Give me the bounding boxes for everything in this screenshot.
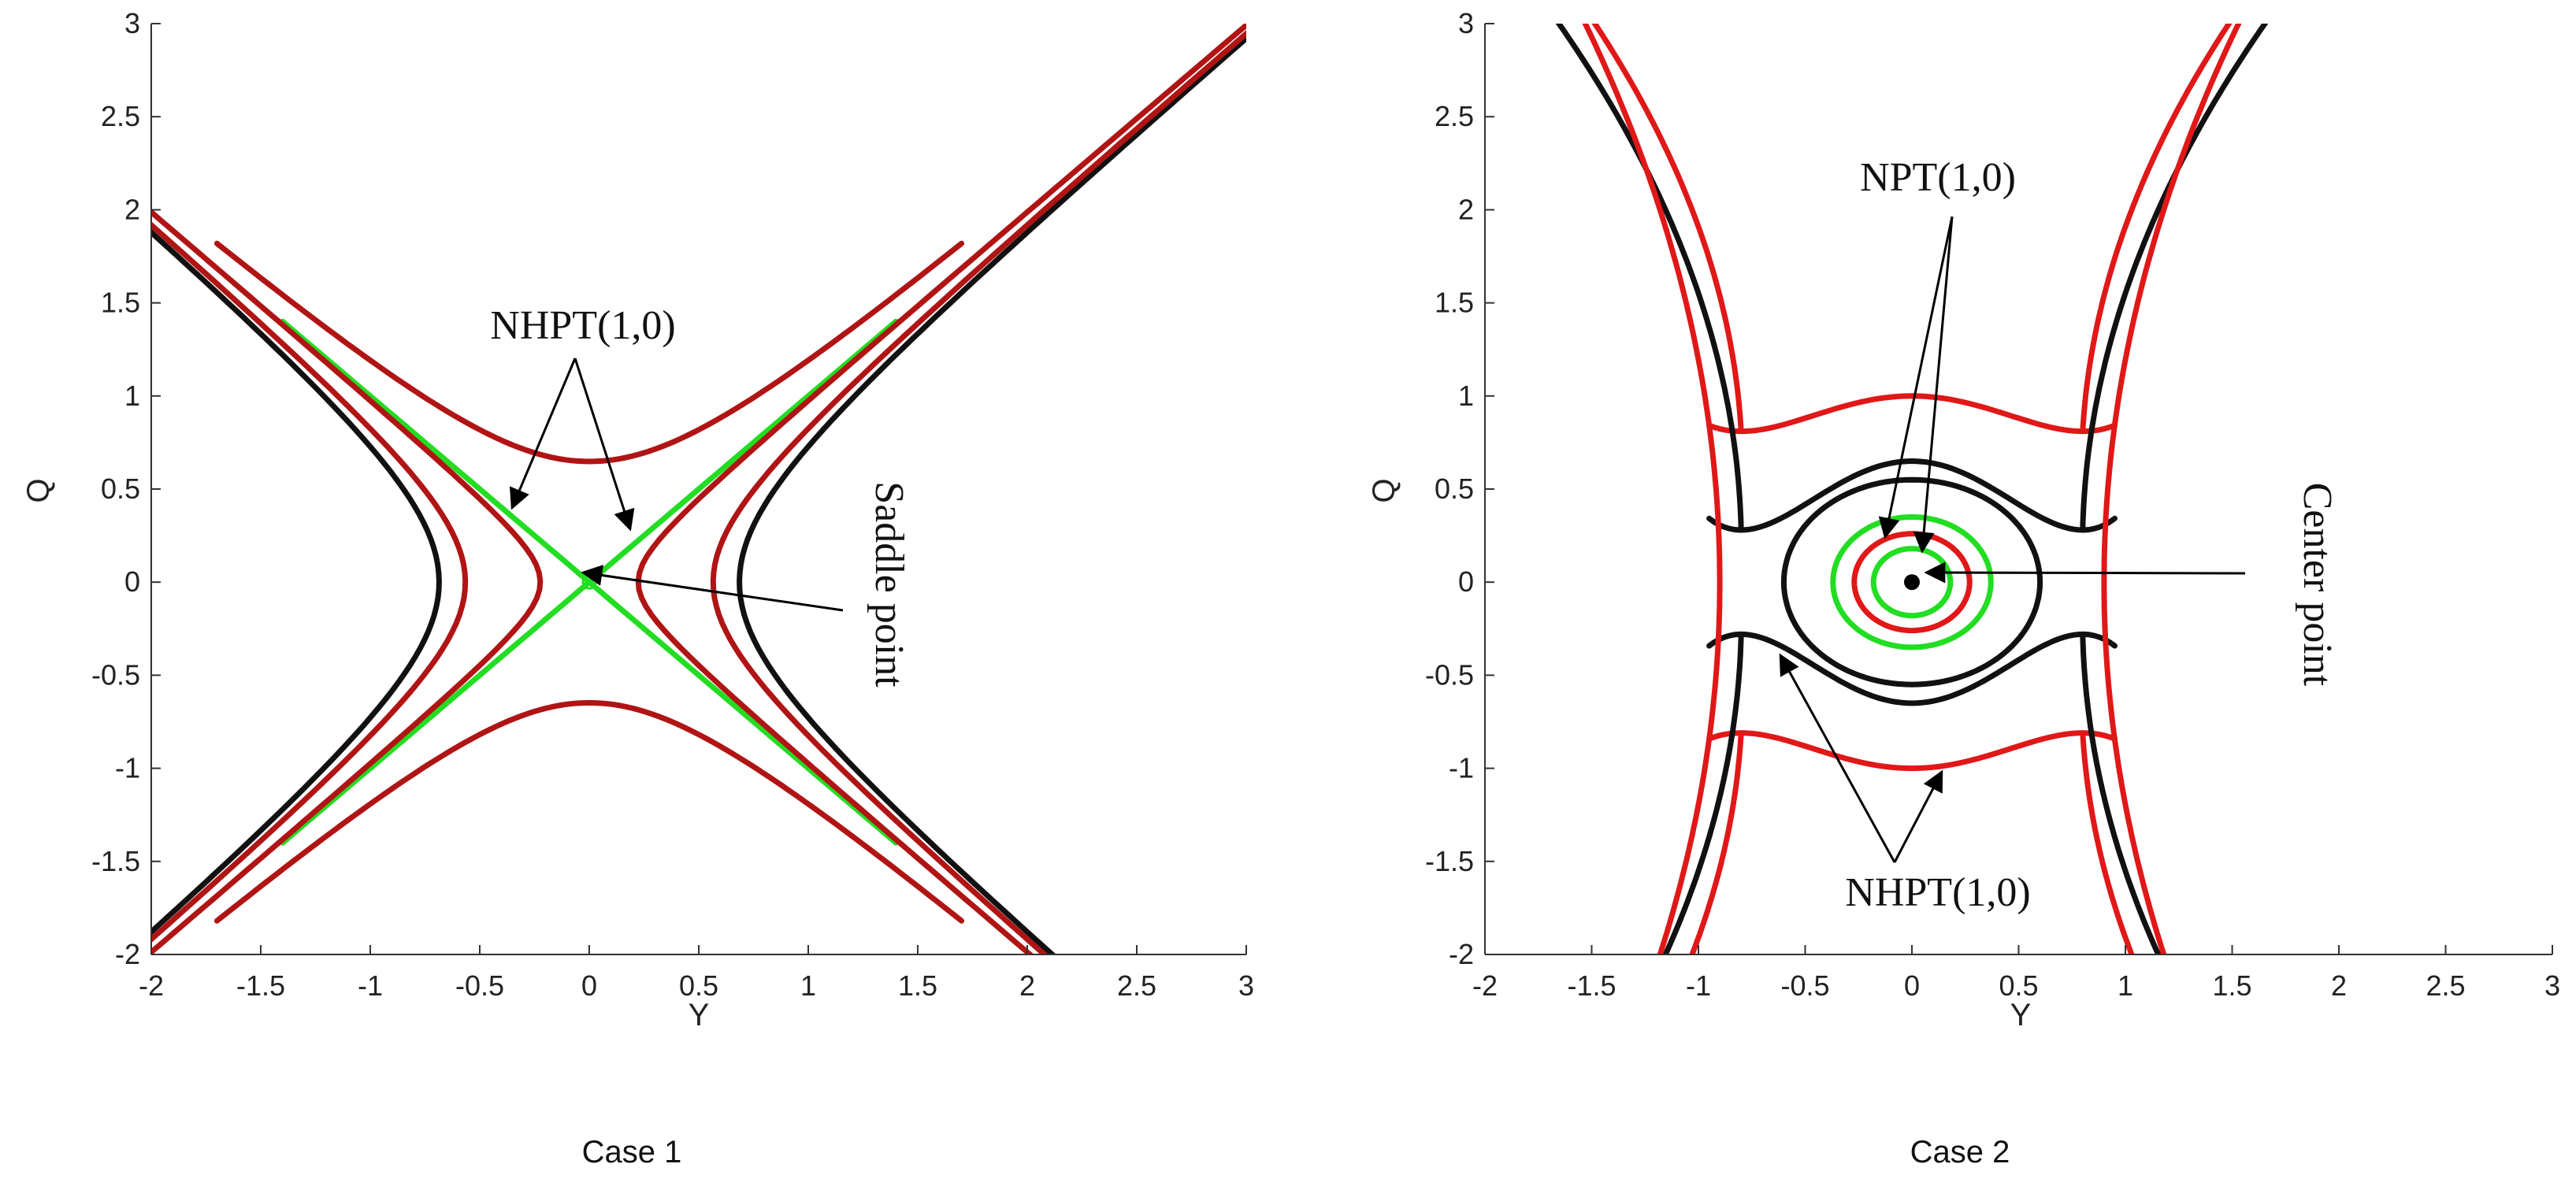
case-1-ylabel: Q xyxy=(21,478,56,502)
y-tick-label: -2 xyxy=(1449,938,1474,970)
y-tick-label: -2 xyxy=(115,938,140,970)
y-tick-label: 2 xyxy=(124,193,140,225)
x-tick-label: 2 xyxy=(1019,969,1035,1002)
y-tick-label: -1.5 xyxy=(91,845,140,877)
y-tick-label: -1.5 xyxy=(1425,845,1474,877)
case-1-nhpt-label: NHPT(1,0) xyxy=(490,303,675,348)
x-tick-label: 2.5 xyxy=(1117,969,1156,1002)
orbit-4 xyxy=(1780,476,2043,688)
hyperbola-red-side-right xyxy=(710,30,1246,954)
side-right-red xyxy=(2101,24,2242,954)
x-tick-label: 3 xyxy=(2544,969,2560,1002)
y-tick-label: 0.5 xyxy=(1435,473,1474,505)
x-tick-label: -2 xyxy=(1472,969,1498,1002)
hyperbola-black-right xyxy=(737,35,1246,954)
x-tick-label: 1 xyxy=(800,969,816,1002)
case-2-npt-arrow-right xyxy=(1913,216,1954,554)
case-2-nhpt-label: NHPT(1,0) xyxy=(1845,870,2030,915)
y-tick-label: 1.5 xyxy=(101,287,140,319)
case-1-caption: Case 1 xyxy=(582,1135,682,1169)
x-tick-label: 1.5 xyxy=(898,969,937,1002)
hyperbola-red-outer-left xyxy=(151,208,544,954)
x-tick-label: 0.5 xyxy=(1999,969,2038,1002)
x-tick-label: 1.5 xyxy=(2212,969,2251,1002)
x-tick-label: 0 xyxy=(581,969,597,1002)
black-branch xyxy=(1662,631,1744,954)
x-tick-label: 0 xyxy=(1904,969,1920,1002)
case-1-axes: -2 -1.5 -1 -0.5 0 0.5 1 1.5 2 2.5 3 -2 -1.5 -1 -0.5 0 0.… xyxy=(91,7,1254,1002)
x-tick-label: -1 xyxy=(358,969,383,1002)
y-tick-label: 1 xyxy=(124,380,140,412)
red-branch xyxy=(2080,24,2233,435)
black-branch xyxy=(2080,24,2269,533)
hyperbola-red-side-left xyxy=(151,221,469,943)
x-tick-label: 1 xyxy=(2118,969,2133,1002)
x-tick-label: -1.5 xyxy=(236,969,285,1002)
case-2-npt-arrow-left xyxy=(1878,216,1954,539)
y-tick-label: -0.5 xyxy=(91,658,140,691)
case-1-saddle-arrow xyxy=(581,565,844,612)
black-branch xyxy=(2080,631,2162,954)
red-branch xyxy=(1689,730,1744,954)
y-tick-label: 1 xyxy=(1458,380,1474,412)
case-2-ylabel: Q xyxy=(1367,478,1401,502)
x-tick-label: -1.5 xyxy=(1567,969,1616,1002)
center-point-marker xyxy=(1904,574,1920,591)
nhpt-red-lower xyxy=(1706,730,2118,772)
case-1-saddle-label: Saddle point xyxy=(867,481,911,688)
x-tick-label: -0.5 xyxy=(1780,969,1829,1002)
x-tick-label: 3 xyxy=(1238,969,1254,1002)
y-tick-label: 0 xyxy=(1458,565,1474,598)
case-2-curves xyxy=(1555,24,2269,954)
nhpt-red-upper xyxy=(1706,393,2118,435)
x-tick-label: -1 xyxy=(1686,969,1711,1002)
x-tick-label: 0.5 xyxy=(679,969,718,1002)
hyperbola-red-vertical-lower xyxy=(213,699,965,924)
orbit-2 xyxy=(1851,531,1973,634)
panel-case-1: -2 -1.5 -1 -0.5 0 0.5 1 1.5 2 2.5 3 -2 -1.5 -1 -0.5 0 0.… xyxy=(21,7,1254,1169)
x-tick-label: 2 xyxy=(2331,969,2347,1002)
y-tick-label: 0 xyxy=(124,565,140,598)
x-tick-label: -2 xyxy=(139,969,164,1002)
case-1-nhpt-arrow-left xyxy=(509,358,577,510)
red-branch xyxy=(1591,24,1744,435)
y-tick-label: 1.5 xyxy=(1435,287,1474,319)
side-left-red xyxy=(1582,24,1723,954)
case-2-caption: Case 2 xyxy=(1910,1135,2010,1169)
case-2-nhpt-arrow-right xyxy=(1893,769,1943,863)
y-tick-label: -1 xyxy=(115,752,140,784)
nhpt-black-upper xyxy=(1706,458,2118,533)
case-1-curves xyxy=(151,24,1246,954)
panel-case-2: -2 -1.5 -1 -0.5 0 0.5 1 1.5 2 2.5 3 -2 -1.5 -1 -0.5 0 0.… xyxy=(1367,7,2560,1169)
y-tick-label: -0.5 xyxy=(1425,658,1474,691)
case-2-center-label: Center point xyxy=(2295,483,2340,687)
red-branch xyxy=(2080,730,2135,954)
case-1-nhpt-arrow-right xyxy=(573,358,635,532)
case-1-xlabel: Y xyxy=(689,998,710,1032)
y-tick-label: 2.5 xyxy=(101,100,140,132)
nhpt-black-lower xyxy=(1706,631,2118,706)
y-tick-label: 3 xyxy=(1458,7,1474,39)
y-tick-label: 2 xyxy=(1458,193,1474,225)
case-2-axes: -2 -1.5 -1 -0.5 0 0.5 1 1.5 2 2.5 3 -2 -1.5 -1 -0.5 0 0.… xyxy=(1425,7,2560,1002)
x-tick-label: -0.5 xyxy=(455,969,504,1002)
case-2-xlabel: Y xyxy=(2010,998,2032,1032)
y-tick-label: 3 xyxy=(124,7,140,39)
hyperbola-red-outer-right xyxy=(635,24,1246,954)
case-2-npt-label: NPT(1,0) xyxy=(1860,155,2016,200)
x-tick-label: 2.5 xyxy=(2426,969,2465,1002)
y-tick-label: 2.5 xyxy=(1435,100,1474,132)
orbit-3 xyxy=(1830,514,1994,650)
case-2-nhpt-arrow-left xyxy=(1779,653,1896,863)
y-tick-label: -1 xyxy=(1449,752,1474,784)
hyperbola-red-vertical-upper xyxy=(213,240,965,465)
black-branch xyxy=(1555,24,1744,533)
y-tick-label: 0.5 xyxy=(101,473,140,505)
hyperbola-black-left xyxy=(151,228,442,936)
